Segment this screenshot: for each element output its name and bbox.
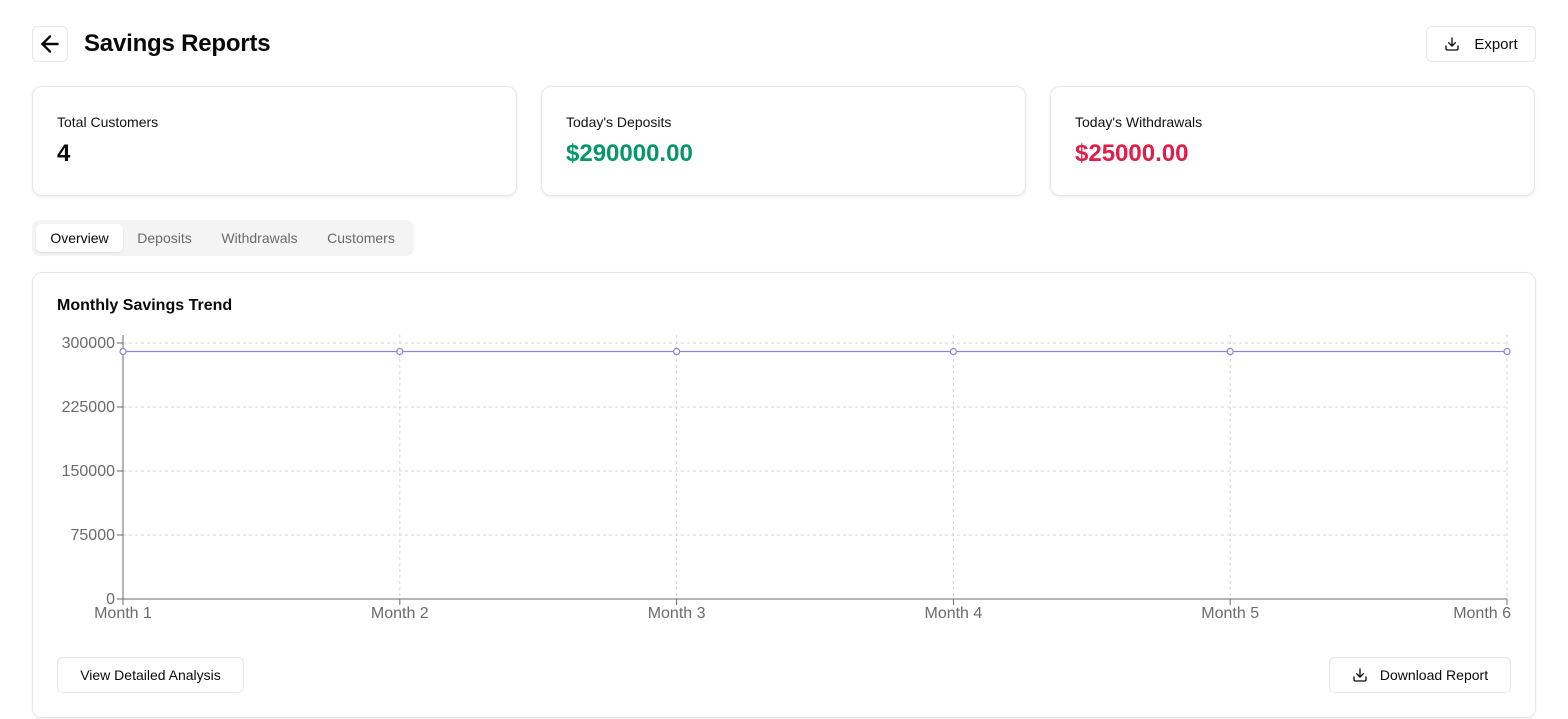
export-button[interactable]: Export [1426,26,1536,62]
page-header: Savings Reports Export [32,26,1536,62]
x-tick-label: Month 5 [1201,605,1259,622]
y-tick-label: 75000 [71,527,116,544]
stat-value: $25000.00 [1075,140,1189,167]
y-tick-label: 225000 [62,399,115,416]
stat-card-todays-deposits: Today's Deposits $290000.00 [541,86,1026,196]
savings-trend-chart: 0 75000 150000 225000 300000 Month 1 Month 2 Mo… [62,335,1511,622]
y-tick-label: 0 [106,591,115,608]
stat-card-total-customers: Total Customers 4 [32,86,517,196]
stat-value: 4 [57,140,71,167]
back-button[interactable] [32,26,68,62]
x-tick-label: Month 3 [648,605,706,622]
y-tick-label: 300000 [62,335,115,352]
tab-deposits[interactable]: Deposits [137,230,192,246]
export-label: Export [1474,35,1518,53]
data-point [396,347,404,356]
download-report-label: Download Report [1379,667,1489,683]
stat-label: Today's Deposits [566,114,672,130]
x-tick-label: Month 6 [1453,605,1511,622]
x-tick-label: Month 2 [371,605,429,622]
x-tick-label: Month 1 [94,605,152,622]
download-icon [1353,668,1367,682]
stat-label: Today's Withdrawals [1075,114,1203,130]
data-point [949,347,958,356]
y-tick-label: 150000 [62,463,115,480]
stat-card-todays-withdrawals: Today's Withdrawals $25000.00 [1050,86,1535,196]
tab-customers[interactable]: Customers [327,230,395,246]
data-point [672,347,681,356]
page-title: Savings Reports [84,30,271,57]
tab-overview[interactable]: Overview [36,224,123,252]
stat-value: $290000.00 [566,140,693,167]
data-point [1226,347,1234,356]
view-detailed-analysis-button[interactable]: View Detailed Analysis [57,657,244,693]
x-tick-label: Month 4 [924,605,982,622]
arrow-left-icon [41,35,59,53]
download-report-button[interactable]: Download Report [1329,657,1511,693]
chart-title: Monthly Savings Trend [57,297,233,314]
tab-withdrawals[interactable]: Withdrawals [221,230,298,246]
chart-card: Monthly Savings Trend 0 75000 150000 225000… [32,272,1536,718]
data-point [1503,347,1511,356]
stat-label: Total Customers [57,114,159,130]
data-point [119,347,127,356]
download-icon [1445,37,1459,51]
report-tabs: Overview Deposits Withdrawals Customers [32,220,414,256]
